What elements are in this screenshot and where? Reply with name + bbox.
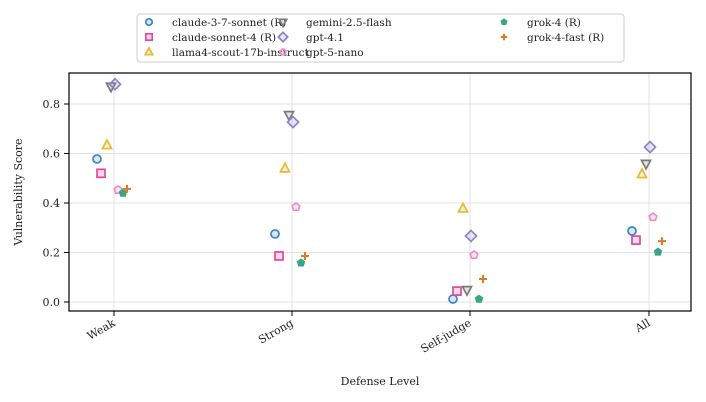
y-tick-label: 0.8 (43, 98, 61, 111)
legend-item: gemini-2.5-flash (277, 17, 392, 29)
x-axis-label: Defense Level (341, 375, 420, 388)
legend-label: claude-3-7-sonnet (R) (172, 17, 286, 29)
x-tick-label: Weak (85, 316, 118, 342)
y-axis-label: Vulnerability Score (12, 138, 25, 246)
y-axis: 0.0 0.2 0.4 0.6 0.8 (43, 98, 69, 309)
data-point (92, 154, 102, 164)
data-point (118, 188, 128, 197)
x-tick-label: All (632, 316, 653, 335)
data-point (631, 235, 641, 245)
data-point (291, 201, 301, 212)
y-tick-label: 0.0 (43, 296, 61, 309)
y-tick-label: 0.4 (43, 197, 61, 210)
legend-item: llama4-scout-17b-instruct (143, 46, 310, 59)
data-point (452, 286, 462, 296)
legend-item: gpt-5-nano (279, 47, 364, 59)
data-point (279, 161, 291, 173)
data-point (479, 274, 487, 283)
legend-item: gpt-4.1 (277, 31, 344, 44)
legend-label: llama4-scout-17b-instruct (172, 47, 310, 59)
data-point (648, 212, 658, 222)
legend-label: gpt-5-nano (306, 47, 364, 59)
legend-item: claude-sonnet-4 (R) (144, 32, 276, 44)
legend-item: grok-4-fast (R) (500, 32, 604, 44)
x-tick-label: Strong (256, 316, 295, 346)
data-point (286, 115, 300, 129)
y-tick-label: 0.6 (43, 148, 61, 161)
data-point (636, 167, 648, 179)
legend-marker (143, 46, 155, 56)
data-point (643, 140, 657, 154)
data-point (461, 285, 473, 297)
legend-marker (500, 18, 508, 26)
data-point (96, 168, 106, 179)
legend-label: gpt-4.1 (306, 32, 344, 44)
legend-item: grok-4 (R) (500, 17, 581, 29)
data-point (653, 247, 663, 256)
legend-marker (144, 17, 154, 27)
legend-marker (500, 33, 508, 41)
data-point (270, 229, 280, 239)
legend: claude-3-7-sonnet (R) claude-sonnet-4 (R)… (136, 13, 625, 63)
data-point (123, 184, 131, 193)
x-axis: Weak Strong Self-judge All (85, 311, 653, 356)
legend-marker (277, 31, 289, 43)
data-point (640, 159, 652, 171)
grid (69, 73, 691, 311)
legend-marker (277, 18, 289, 28)
legend-marker (279, 47, 287, 56)
data-point (101, 138, 113, 150)
data-point (301, 251, 309, 260)
x-tick-label: Self-judge (418, 316, 473, 355)
legend-marker (144, 32, 154, 42)
data-point (627, 226, 637, 236)
legend-label: claude-sonnet-4 (R) (172, 32, 276, 44)
data-point (464, 229, 478, 243)
legend-label: gemini-2.5-flash (306, 17, 392, 29)
data-point (448, 294, 458, 304)
plot-frame (68, 72, 692, 312)
data-point (108, 77, 122, 91)
legend-label: grok-4 (R) (527, 17, 581, 29)
legend-item: claude-3-7-sonnet (R) (144, 17, 286, 29)
data-point (283, 110, 295, 122)
legend-label: grok-4-fast (R) (527, 32, 604, 44)
data-point (296, 258, 306, 267)
y-tick-label: 0.2 (43, 247, 61, 260)
data-point (658, 237, 666, 246)
data-point (469, 249, 479, 260)
data-point (274, 251, 284, 261)
data-point (474, 294, 484, 303)
data-point (457, 201, 469, 213)
data-points (92, 77, 666, 304)
